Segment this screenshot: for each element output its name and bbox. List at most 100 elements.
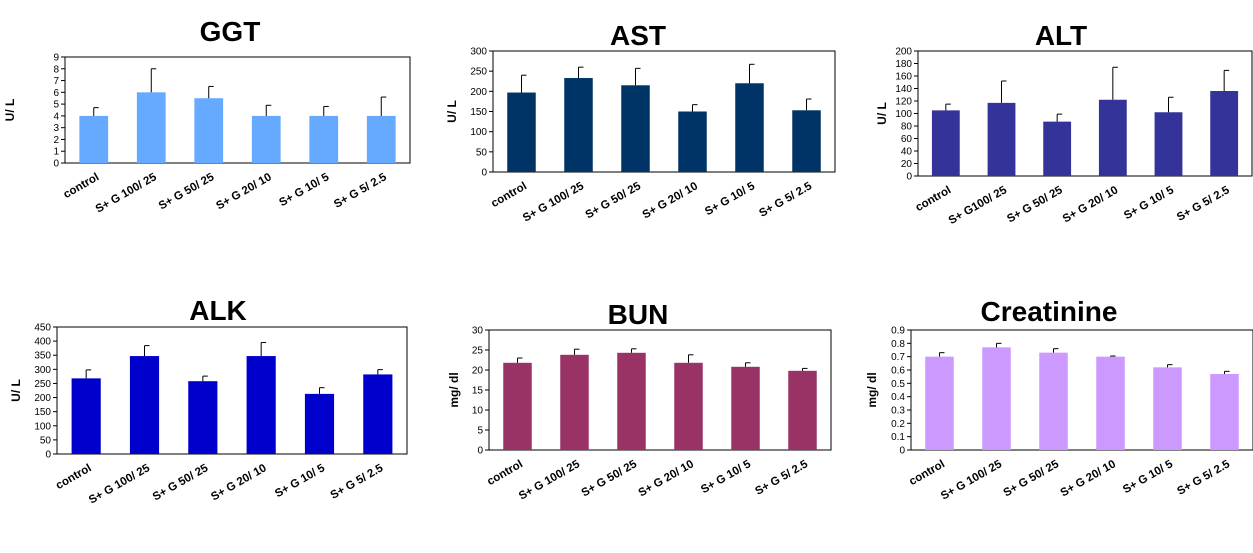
- y-tick-label: 100: [470, 127, 487, 138]
- y-tick-label: 250: [34, 379, 51, 390]
- plot-area: [910, 329, 1253, 451]
- y-tick-label: 20: [472, 366, 484, 377]
- chart-alk: ALK U/ L 0 50 100 150 200 250 300 350 400 450 contro…: [9, 295, 408, 507]
- y-tick-label: 180: [895, 59, 912, 70]
- y-tick-label: 7: [53, 76, 59, 87]
- x-category-label: S+ G 100/ 25: [87, 462, 152, 507]
- x-category-label: S+ G 10/ 5: [1122, 184, 1176, 222]
- bar: [1043, 121, 1072, 176]
- bar: [792, 110, 821, 172]
- plot-area: [64, 56, 411, 164]
- y-tick-label: 300: [34, 365, 51, 376]
- y-tick-label: 200: [895, 47, 912, 58]
- y-tick-label: 2: [53, 135, 59, 146]
- bar: [246, 356, 276, 454]
- y-axis-label: U/ L: [875, 102, 889, 125]
- x-category-label: S+ G 10/ 5: [273, 462, 327, 500]
- plot-area: [56, 326, 408, 455]
- y-tick-label: 6: [53, 88, 59, 99]
- x-category-label: S+ G 10/ 5: [277, 171, 331, 209]
- y-tick-label: 0.8: [891, 339, 905, 350]
- x-category-label: control: [907, 458, 947, 488]
- y-tick-label: 20: [901, 159, 913, 170]
- y-tick-label: 0.9: [891, 326, 905, 337]
- bar: [1210, 91, 1239, 176]
- x-category-label: S+ G 10/ 5: [1121, 458, 1175, 496]
- x-category-label: S+ G 5/ 2.5: [1175, 184, 1232, 224]
- chart-panel-creatinine: Creatinine mg/ dl 0 0.1 0.2 0.3 0.4 0.5 0.6 0.7 0.…: [836, 274, 1253, 548]
- y-axis-label: mg/ dl: [865, 372, 879, 407]
- y-axis-label: U/ L: [445, 100, 459, 123]
- y-tick-label: 50: [40, 435, 52, 446]
- y-tick-label: 0.6: [891, 366, 905, 377]
- y-tick-label: 0.4: [891, 392, 905, 403]
- bar: [1153, 367, 1182, 450]
- bar: [503, 362, 532, 450]
- y-tick-label: 50: [476, 147, 488, 158]
- y-tick-label: 60: [901, 134, 913, 145]
- x-category-label: S+ G 20/ 10: [641, 180, 700, 221]
- y-tick-label: 4: [53, 111, 59, 122]
- x-category-label: S+ G 100/ 25: [939, 458, 1004, 503]
- x-category-label: S+ G 100/ 25: [94, 171, 159, 216]
- bar: [1039, 352, 1068, 450]
- x-category-label: S+ G 50/ 25: [584, 180, 644, 222]
- y-tick-label: 150: [470, 107, 487, 118]
- y-tick-label: 0: [477, 446, 483, 457]
- chart-title: Creatinine: [981, 296, 1118, 327]
- x-category-label: S+ G 50/ 25: [1002, 458, 1062, 500]
- plot-area: [488, 329, 832, 451]
- bar: [1154, 112, 1183, 176]
- x-category-label: S+ G 50/ 25: [580, 458, 640, 500]
- y-tick-label: 160: [895, 72, 912, 83]
- y-tick-label: 80: [901, 122, 913, 133]
- x-category-label: S+ G 20/ 10: [1061, 184, 1120, 225]
- y-tick-label: 0: [45, 450, 51, 461]
- y-tick-label: 0.3: [891, 406, 905, 417]
- y-tick-label: 140: [895, 84, 912, 95]
- y-tick-label: 0: [53, 159, 59, 170]
- y-axis-label: U/ L: [3, 99, 17, 122]
- x-category-label: control: [485, 458, 525, 488]
- y-tick-label: 450: [34, 323, 51, 334]
- y-tick-label: 120: [895, 97, 912, 108]
- bar: [366, 115, 396, 163]
- x-category-label: S+ G 100/ 25: [521, 180, 586, 225]
- chart-title: ALT: [1035, 20, 1087, 51]
- bar: [79, 115, 109, 163]
- bar: [188, 381, 218, 454]
- x-category-label: control: [489, 180, 529, 210]
- x-category-label: S+ G 50/ 25: [157, 171, 217, 213]
- y-tick-label: 25: [472, 346, 484, 357]
- y-tick-label: 400: [34, 337, 51, 348]
- bar: [564, 78, 593, 172]
- x-category-label: S+ G 5/ 2.5: [757, 180, 814, 220]
- chart-title: GGT: [200, 16, 261, 47]
- bar: [507, 92, 536, 172]
- y-tick-label: 100: [895, 109, 912, 120]
- y-tick-label: 200: [34, 393, 51, 404]
- y-tick-label: 250: [470, 67, 487, 78]
- bar: [309, 115, 339, 163]
- y-tick-label: 5: [53, 100, 59, 111]
- chart-creatinine: Creatinine mg/ dl 0 0.1 0.2 0.3 0.4 0.5 0.6 0.7 0.…: [865, 296, 1253, 503]
- bar: [560, 354, 589, 450]
- x-category-label: S+ G 50/ 25: [1005, 184, 1065, 226]
- bar: [621, 85, 650, 172]
- y-tick-label: 10: [472, 406, 484, 417]
- chart-panel-ggt: GGT U/ L 0 1 2 3 4 5 6 7 8 9 control S+ G 100/ 25 S+ G…: [0, 0, 418, 274]
- chart-panel-bun: BUN mg/ dl 0 5 10 15 20 25 30 control S+ G 100/ 25…: [418, 274, 836, 548]
- y-tick-label: 8: [53, 64, 59, 75]
- chart-panel-alt: ALT U/ L 0 20 40 60 80 100 120 140 160 180 200 contro…: [836, 0, 1253, 274]
- x-category-label: control: [914, 184, 954, 214]
- chart-title: ALK: [189, 295, 247, 326]
- x-category-label: S+ G 20/ 10: [637, 458, 696, 499]
- x-category-label: S+ G 50/ 25: [151, 462, 211, 504]
- y-tick-label: 300: [470, 47, 487, 58]
- y-tick-label: 9: [53, 53, 59, 64]
- y-tick-label: 3: [53, 123, 59, 134]
- y-tick-label: 0.1: [891, 432, 905, 443]
- y-tick-label: 100: [34, 421, 51, 432]
- plot-area: [492, 50, 836, 173]
